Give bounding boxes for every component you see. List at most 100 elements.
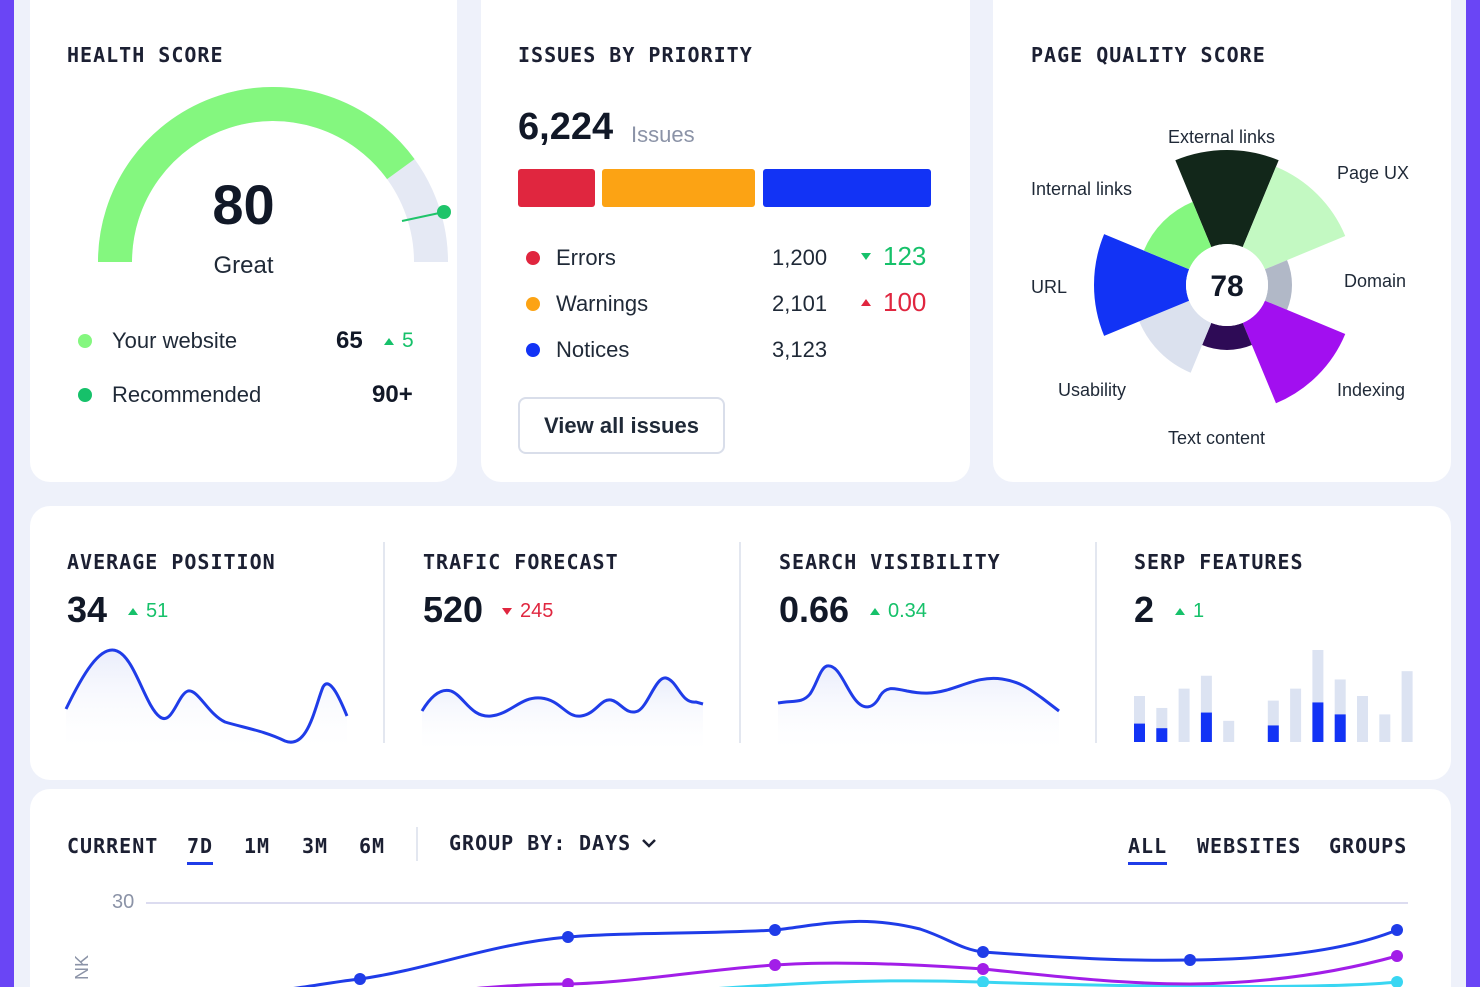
segment-usability — [1139, 300, 1212, 373]
series-line-purple — [477, 954, 1398, 987]
sparkline-area — [422, 677, 703, 756]
notices-count: 3,123 — [772, 337, 828, 362]
page-quality-card: PAGE QUALITY SCORE 78 External links Pag… — [993, 0, 1451, 482]
search-visibility-title: SEARCH VISIBILITY — [779, 550, 1001, 574]
sparkline-line — [777, 664, 1060, 713]
serp-bar-total — [1267, 700, 1279, 742]
series-point-blue — [1184, 954, 1196, 966]
filter-websites[interactable]: WEBSITES — [1197, 834, 1302, 858]
filter-groups[interactable]: GROUPS — [1329, 834, 1408, 858]
traffic-forecast-delta: 245 — [502, 600, 553, 623]
series-point-cyan — [977, 976, 989, 987]
quality-title: PAGE QUALITY SCORE — [1031, 43, 1266, 67]
traffic-forecast-sparkline — [420, 676, 704, 756]
recommended-dot — [78, 388, 92, 402]
group-by-dropdown[interactable]: DAYS — [579, 831, 657, 855]
warnings-delta: 100 — [861, 287, 926, 318]
serp-features-delta-value: 1 — [1193, 600, 1205, 622]
warnings-count: 2,101 — [772, 291, 828, 316]
serp-features-value: 2 — [1134, 589, 1155, 630]
quality-center — [1186, 244, 1268, 326]
errors-delta-value: 123 — [883, 241, 927, 271]
segment-domain — [1264, 260, 1292, 310]
label-text-content: Text content — [1168, 428, 1266, 448]
your-website-dot — [78, 334, 92, 348]
issue-row-warnings: Warnings — [526, 291, 648, 317]
tab-3m[interactable]: 3M — [302, 834, 329, 858]
serp-bar-filled — [1334, 714, 1346, 742]
warnings-dot — [526, 297, 540, 311]
gauge-marker-line — [401, 211, 445, 222]
notices-dot — [526, 343, 540, 357]
warnings-bar — [602, 169, 755, 207]
sparkline-line — [420, 676, 704, 718]
serp-bar-total — [1290, 688, 1302, 742]
filter-all[interactable]: ALL — [1128, 834, 1168, 865]
trend-up-icon — [384, 337, 394, 345]
errors-dot — [526, 251, 540, 265]
issues-by-priority-card: ISSUES BY PRIORITY 6,224 Issues Errors 1… — [481, 0, 970, 482]
segment-url — [1094, 234, 1190, 336]
search-visibility-value: 0.66 — [779, 589, 850, 630]
series-point-blue — [977, 946, 989, 958]
warnings-delta-value: 100 — [883, 287, 927, 317]
errors-count: 1,200 — [772, 245, 828, 270]
y-axis-tick-30: 30 — [112, 891, 135, 913]
legend-your-website: Your website — [78, 328, 237, 354]
segment-external-links — [1175, 149, 1279, 248]
trend-up-icon — [128, 608, 138, 615]
recommended-label: Recommended — [112, 382, 262, 407]
health-score-title: HEALTH SCORE — [67, 43, 224, 67]
health-score-label: Great — [213, 252, 274, 279]
sparkline-line — [64, 648, 349, 744]
series-point-purple — [562, 978, 574, 987]
average-position-title: AVERAGE POSITION — [67, 550, 276, 574]
trend-up-icon — [861, 299, 871, 306]
quality-score: 78 — [1210, 270, 1243, 303]
trend-down-icon — [861, 253, 871, 260]
serp-bar-filled — [1267, 725, 1279, 742]
series-point-blue — [1391, 924, 1403, 936]
traffic-forecast-delta-value: 245 — [520, 600, 554, 622]
issue-row-errors: Errors — [526, 245, 616, 271]
series-point-cyan — [1391, 976, 1403, 987]
sparkline-area — [778, 665, 1059, 756]
search-visibility-delta: 0.34 — [870, 600, 927, 623]
tab-1m[interactable]: 1M — [244, 834, 271, 858]
metric-divider — [739, 542, 741, 743]
tab-current[interactable]: CURRENT — [67, 834, 159, 858]
series-point-purple — [977, 963, 989, 975]
serp-bar-total — [1334, 679, 1346, 742]
serp-bar-total — [1156, 707, 1168, 742]
tab-7d[interactable]: 7D — [187, 834, 214, 865]
notices-bar — [763, 169, 931, 207]
your-website-delta-value: 5 — [402, 329, 414, 352]
view-all-issues-button[interactable]: View all issues — [518, 397, 725, 454]
segment-page-ux — [1242, 166, 1346, 270]
series-line-blue — [293, 919, 1398, 987]
rank-chart-card: CURRENT 7D 1M 3M 6M GROUP BY: DAYS ALL W… — [30, 789, 1451, 987]
average-position-delta-value: 51 — [146, 600, 169, 622]
tab-divider — [416, 827, 418, 861]
search-visibility-delta-value: 0.34 — [888, 600, 927, 622]
serp-features-bar-chart — [1134, 650, 1413, 742]
errors-delta: 123 — [861, 241, 926, 272]
series-point-purple — [1391, 950, 1403, 962]
tab-6m[interactable]: 6M — [359, 834, 386, 858]
recommended-value: 90+ — [372, 381, 413, 408]
rank-line-chart — [146, 902, 1408, 987]
group-by-value: DAYS — [579, 831, 632, 855]
series-point-blue — [354, 973, 366, 985]
average-position-delta: 51 — [128, 600, 168, 623]
metric-divider — [1095, 542, 1097, 743]
label-page-ux: Page UX — [1337, 163, 1410, 183]
serp-bar-filled — [1156, 728, 1168, 742]
serp-bar-total — [1134, 696, 1145, 742]
trend-down-icon — [502, 608, 512, 615]
traffic-forecast-title: TRAFIC FORECAST — [423, 550, 619, 574]
warnings-label: Warnings — [556, 291, 649, 316]
quality-radial-chart: 78 — [1094, 149, 1346, 404]
issues-title: ISSUES BY PRIORITY — [518, 43, 753, 67]
search-visibility-sparkline — [777, 664, 1060, 756]
group-by-label: GROUP BY: — [449, 831, 567, 855]
